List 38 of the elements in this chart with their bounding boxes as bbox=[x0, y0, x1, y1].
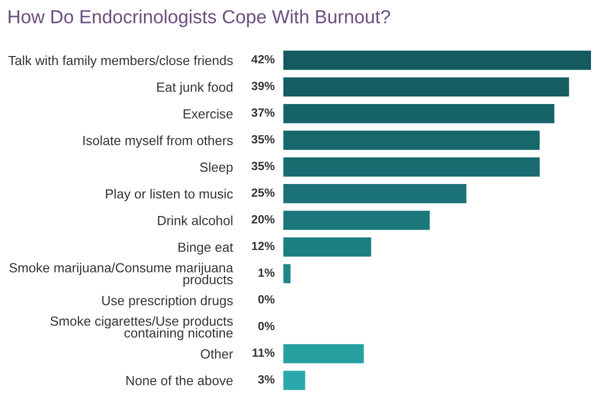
y-tick-label: Smoke cigarettes/Use products containing nicotine bbox=[50, 316, 233, 340]
data-label: 42% bbox=[251, 55, 275, 64]
bar bbox=[283, 77, 570, 97]
y-tick-label: Isolate myself from others bbox=[83, 136, 233, 148]
bar bbox=[283, 237, 372, 257]
bar bbox=[283, 344, 364, 364]
data-label: 35% bbox=[252, 135, 275, 144]
data-label: 39% bbox=[252, 82, 275, 90]
bar bbox=[283, 210, 430, 230]
data-label: 1% bbox=[258, 268, 275, 277]
data-label: 11% bbox=[252, 348, 275, 357]
bar bbox=[283, 50, 591, 70]
data-label: 25% bbox=[252, 188, 275, 197]
data-label: 0% bbox=[258, 322, 275, 330]
y-tick-label: None of the above bbox=[126, 376, 233, 386]
data-label: 37% bbox=[252, 108, 275, 117]
y-tick-label: Binge eat bbox=[178, 242, 234, 255]
bar bbox=[283, 264, 291, 284]
bar bbox=[283, 157, 540, 177]
bar bbox=[283, 184, 466, 204]
y-tick-label: Play or listen to music bbox=[106, 188, 233, 202]
data-label: 20% bbox=[252, 215, 275, 224]
y-tick-label: Smoke marijuana/Consume marijuana products bbox=[9, 262, 234, 287]
y-tick-label: Sleep bbox=[200, 162, 233, 174]
data-label: 3% bbox=[258, 375, 275, 384]
data-label: 12% bbox=[252, 242, 275, 250]
y-tick-label: Exercise bbox=[184, 108, 233, 119]
y-tick-label: Talk with family members/close friends bbox=[8, 55, 233, 68]
y-tick-label: Eat junk food bbox=[157, 82, 232, 94]
bar bbox=[283, 370, 306, 390]
y-tick-label: Drink alcohol bbox=[158, 216, 232, 226]
bar bbox=[283, 130, 540, 150]
bar bbox=[283, 104, 554, 124]
data-label: 35% bbox=[252, 162, 275, 170]
y-tick-label: Other bbox=[200, 348, 233, 359]
chart-title: How Do Endocrinologists Cope With Burnout? bbox=[8, 10, 390, 28]
y-tick-label: Use prescription drugs bbox=[102, 296, 233, 308]
data-label: 0% bbox=[258, 295, 275, 304]
